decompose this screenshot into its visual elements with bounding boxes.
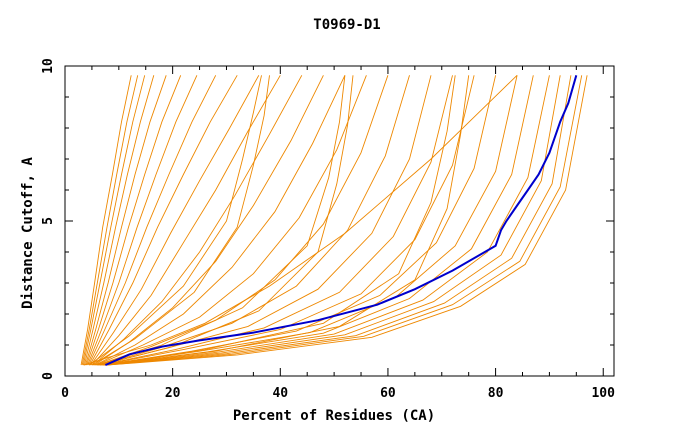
model-line-3 [82, 75, 146, 366]
model-line-5 [85, 75, 167, 366]
y-tick-label: 10 [41, 58, 56, 74]
model-line-10 [90, 75, 260, 366]
model-line-13 [93, 75, 324, 366]
model-line-16 [97, 75, 389, 366]
model-line-25 [105, 75, 561, 366]
model-line-28 [106, 75, 588, 366]
model-line-32 [97, 75, 346, 366]
model-line-6 [86, 75, 182, 366]
model-line-7 [87, 75, 198, 366]
chart-title: T0969-D1 [313, 17, 380, 33]
y-tick-label: 5 [41, 217, 56, 225]
model-line-29 [83, 74, 518, 366]
model-line-30 [88, 75, 262, 366]
x-axis-label: Percent of Residues (CA) [233, 408, 435, 424]
model-line-12 [92, 75, 303, 366]
model-line-9 [89, 75, 238, 366]
model-line-11 [91, 75, 281, 366]
highlight-line [104, 75, 578, 367]
x-tick-label: 20 [165, 386, 181, 401]
plot-area [80, 74, 588, 367]
x-tick-label: 80 [488, 386, 504, 401]
model-line-27 [106, 75, 583, 366]
y-tick-label: 0 [41, 372, 56, 380]
model-line-20 [101, 75, 475, 366]
x-tick-label: 0 [61, 386, 69, 401]
x-tick-label: 40 [272, 386, 288, 401]
model-line-4 [83, 75, 155, 366]
model-line-24 [104, 75, 550, 366]
model-line-31 [91, 75, 270, 366]
axis-ticks: 0 20 40 60 80 100 0 5 10 [41, 58, 615, 401]
model-line-8 [88, 75, 217, 366]
model-line-2 [81, 75, 139, 366]
model-line-35 [103, 75, 470, 366]
x-tick-label: 100 [591, 386, 615, 401]
model-line-14 [94, 75, 346, 366]
model-line-26 [105, 75, 572, 366]
model-line-15 [96, 75, 367, 366]
model-line-1 [80, 75, 132, 366]
model-line-19 [100, 75, 453, 366]
model-line-33 [99, 75, 354, 366]
y-axis-label: Distance Cutoff, A [20, 157, 36, 309]
model-line-34 [102, 75, 456, 366]
x-tick-label: 60 [380, 386, 396, 401]
